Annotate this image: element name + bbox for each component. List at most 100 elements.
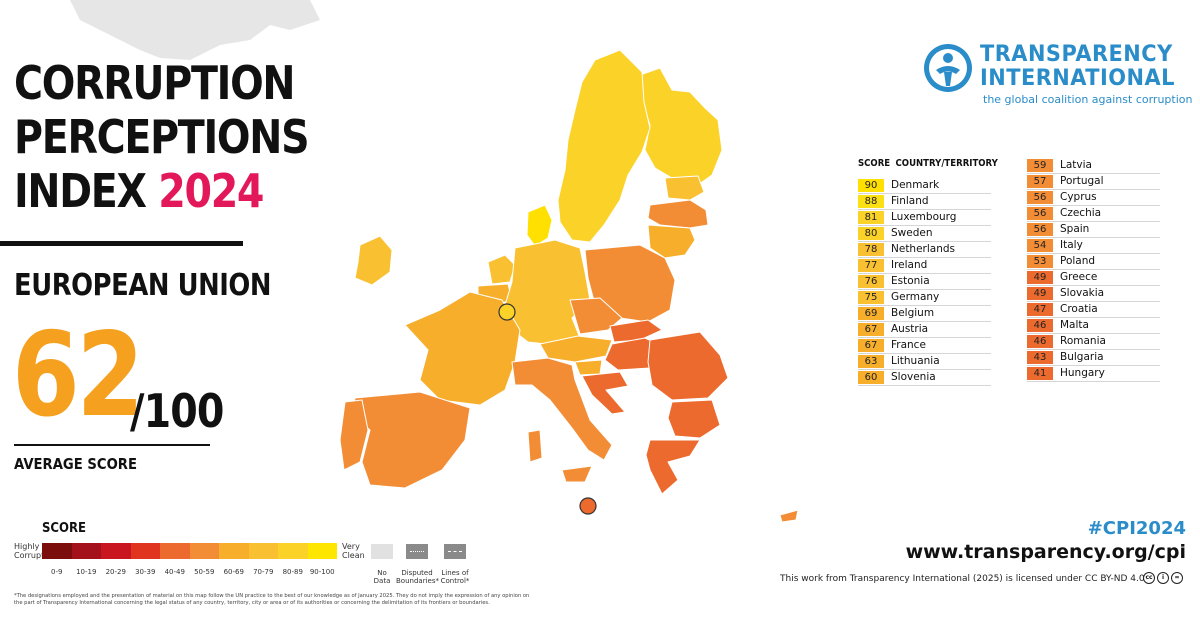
row-country: Latvia bbox=[1060, 159, 1092, 171]
score-table-column-1: 90 Denmark 88 Finland 81 Luxembourg 80 Sweden 78… bbox=[858, 178, 991, 386]
globe-figure-icon bbox=[924, 44, 972, 92]
table-row: 49 Greece bbox=[1027, 270, 1160, 286]
legend-swatch bbox=[248, 543, 278, 559]
table-row: 56 Czechia bbox=[1027, 206, 1160, 222]
country-finland bbox=[639, 67, 723, 186]
table-row: 78 Netherlands bbox=[858, 242, 991, 258]
row-score: 88 bbox=[858, 195, 884, 208]
score-table-column-2: 59 Latvia 57 Portugal 56 Cyprus 56 Czechia 56 Spa… bbox=[1027, 158, 1160, 382]
table-row: 41 Hungary bbox=[1027, 366, 1160, 382]
table-row: 67 France bbox=[858, 338, 991, 354]
row-country: Hungary bbox=[1060, 367, 1105, 379]
row-score: 75 bbox=[858, 291, 884, 304]
country-spain bbox=[351, 391, 471, 489]
table-row: 67 Austria bbox=[858, 322, 991, 338]
row-country: Italy bbox=[1060, 239, 1083, 251]
legend-swatch bbox=[189, 543, 219, 559]
table-row: 81 Luxembourg bbox=[858, 210, 991, 226]
legend-bin-label: 60-69 bbox=[223, 568, 244, 576]
country-romania bbox=[647, 331, 729, 401]
row-score: 77 bbox=[858, 259, 884, 272]
legend-bin-label: 30-39 bbox=[135, 568, 156, 576]
row-score: 46 bbox=[1027, 319, 1053, 332]
by-icon: i bbox=[1157, 572, 1169, 584]
website-link[interactable]: www.transparency.org/cpi bbox=[905, 541, 1186, 563]
row-score: 69 bbox=[858, 307, 884, 320]
row-country: Bulgaria bbox=[1060, 351, 1104, 363]
row-score: 49 bbox=[1027, 287, 1053, 300]
country-lithuania bbox=[647, 224, 696, 259]
row-country: Ireland bbox=[891, 259, 928, 271]
country-italy bbox=[511, 357, 613, 461]
country-croatia bbox=[581, 371, 629, 415]
row-country: Finland bbox=[891, 195, 929, 207]
row-score: 76 bbox=[858, 275, 884, 288]
row-score: 56 bbox=[1027, 223, 1053, 236]
row-country: Romania bbox=[1060, 335, 1106, 347]
table-row: 59 Latvia bbox=[1027, 158, 1160, 174]
luxembourg-marker bbox=[498, 303, 516, 321]
title-year: 2024 bbox=[158, 164, 264, 218]
malta-marker bbox=[579, 497, 597, 515]
country-czechia bbox=[569, 297, 623, 335]
legend-bin-label: 20-29 bbox=[105, 568, 126, 576]
row-country: Croatia bbox=[1060, 303, 1098, 315]
legend-disputed: Disputed Boundaries* bbox=[396, 544, 439, 585]
country-slovenia bbox=[574, 359, 603, 376]
legend-swatch bbox=[71, 543, 101, 559]
row-score: 47 bbox=[1027, 303, 1053, 316]
table-row: 46 Malta bbox=[1027, 318, 1160, 334]
table-row: 46 Romania bbox=[1027, 334, 1160, 350]
row-country: Belgium bbox=[891, 307, 935, 319]
row-score: 43 bbox=[1027, 351, 1053, 364]
row-country: Slovenia bbox=[891, 371, 936, 383]
row-score: 81 bbox=[858, 211, 884, 224]
title-divider bbox=[0, 241, 243, 246]
greenland-landmass bbox=[70, 0, 320, 60]
row-country: Sweden bbox=[891, 227, 933, 239]
country-italy-sicily bbox=[561, 465, 593, 483]
legend-bin-label: 90-100 bbox=[309, 568, 335, 576]
country-ireland bbox=[354, 235, 393, 286]
nd-icon: = bbox=[1171, 572, 1183, 584]
row-country: Slovakia bbox=[1060, 287, 1105, 299]
row-score: 56 bbox=[1027, 191, 1053, 204]
country-denmark bbox=[526, 204, 553, 247]
table-row: 60 Slovenia bbox=[858, 370, 991, 386]
license-icons: cc i = bbox=[1143, 572, 1183, 584]
legend-high-label: Very Clean bbox=[342, 542, 365, 560]
legend-swatch bbox=[219, 543, 249, 559]
table-row: 47 Croatia bbox=[1027, 302, 1160, 318]
row-score: 49 bbox=[1027, 271, 1053, 284]
table-row: 90 Denmark bbox=[858, 178, 991, 194]
row-score: 80 bbox=[858, 227, 884, 240]
legend-bin-label: 80-89 bbox=[282, 568, 303, 576]
country-italy-sardinia bbox=[527, 429, 543, 463]
legend-swatch bbox=[278, 543, 308, 559]
table-row: 76 Estonia bbox=[858, 274, 991, 290]
score-divider bbox=[14, 444, 210, 446]
country-france bbox=[404, 291, 521, 406]
row-country: Czechia bbox=[1060, 207, 1102, 219]
row-country: France bbox=[891, 339, 926, 351]
legend-low-label: Highly Corrupt bbox=[14, 542, 45, 560]
legend-bin-label: 0-9 bbox=[51, 568, 63, 576]
legend-bin-label: 50-59 bbox=[194, 568, 215, 576]
row-country: Malta bbox=[1060, 319, 1089, 331]
legend-bin-labels: 0-9 10-19 20-29 30-39 40-49 50-59 60-69 70-79 80… bbox=[42, 568, 337, 576]
legend-swatch bbox=[307, 543, 337, 559]
brand-tagline: the global coalition against corruption bbox=[983, 93, 1193, 106]
country-slovakia bbox=[609, 319, 663, 343]
header-country: COUNTRY/TERRITORY bbox=[895, 158, 998, 169]
row-country: Netherlands bbox=[891, 243, 956, 255]
brand-name-line1: TRANSPARENCY bbox=[980, 42, 1173, 67]
table-row: 69 Belgium bbox=[858, 306, 991, 322]
row-country: Austria bbox=[891, 323, 929, 335]
row-country: Spain bbox=[1060, 223, 1090, 235]
score-denominator: /100 bbox=[130, 384, 224, 438]
row-score: 67 bbox=[858, 323, 884, 336]
row-score: 41 bbox=[1027, 367, 1053, 380]
legend-swatch bbox=[130, 543, 160, 559]
table-row: 77 Ireland bbox=[858, 258, 991, 274]
row-score: 90 bbox=[858, 179, 884, 192]
